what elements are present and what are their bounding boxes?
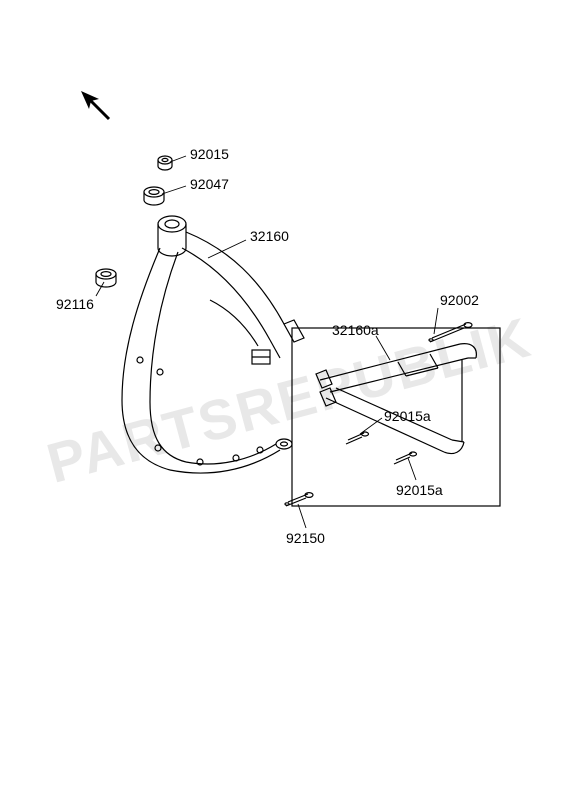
nut-92015-icon bbox=[158, 156, 172, 170]
label-32160a: 32160a bbox=[332, 322, 379, 338]
bolt-92015a-lower-icon bbox=[394, 452, 417, 464]
direction-arrow-icon bbox=[75, 85, 115, 130]
label-92015: 92015 bbox=[190, 146, 229, 162]
bolt-92150-icon bbox=[285, 493, 313, 506]
sub-frame bbox=[316, 344, 476, 454]
bolt-92015a-upper-icon bbox=[346, 432, 369, 444]
label-92047: 92047 bbox=[190, 176, 229, 192]
nut-92116-icon bbox=[96, 269, 116, 287]
label-92002: 92002 bbox=[440, 292, 479, 308]
label-92150: 92150 bbox=[286, 530, 325, 546]
leader-lines bbox=[96, 156, 438, 528]
label-92015a-upper: 92015a bbox=[384, 408, 431, 424]
label-92116: 92116 bbox=[56, 296, 94, 312]
label-32160: 32160 bbox=[250, 228, 289, 244]
label-92015a-lower: 92015a bbox=[396, 482, 443, 498]
nut-92047-icon bbox=[144, 187, 164, 205]
main-frame bbox=[122, 216, 304, 473]
